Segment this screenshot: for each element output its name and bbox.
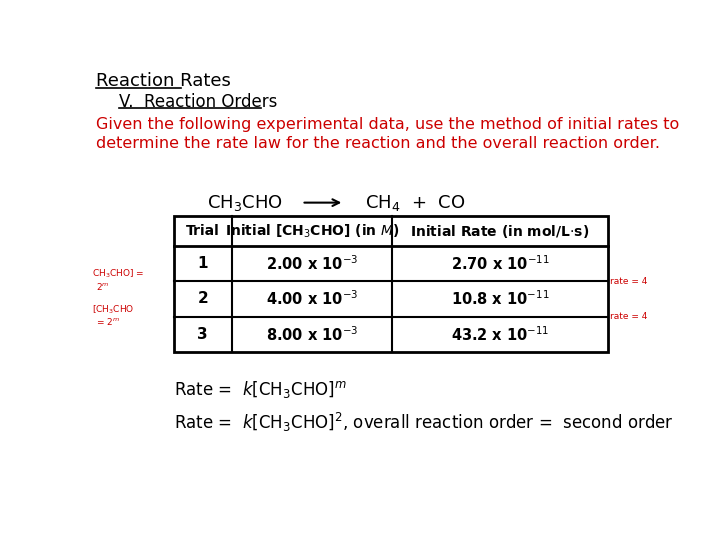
Text: rate = 4: rate = 4 [610, 312, 647, 321]
Text: Rate =  $k$[CH$_3$CHO]$^m$: Rate = $k$[CH$_3$CHO]$^m$ [174, 379, 346, 400]
Text: 2.00 x 10$^{-3}$: 2.00 x 10$^{-3}$ [266, 254, 359, 273]
Text: 2.70 x 10$^{-11}$: 2.70 x 10$^{-11}$ [451, 254, 549, 273]
Text: [CH$_3$CHO: [CH$_3$CHO [91, 303, 134, 316]
Text: 3: 3 [197, 327, 208, 342]
Text: CH$_3$CHO: CH$_3$CHO [207, 193, 283, 213]
Text: 1: 1 [197, 256, 208, 271]
Text: CH$_4$  +  CO: CH$_4$ + CO [365, 193, 466, 213]
Text: Initial Rate (in mol/L$\cdot$s): Initial Rate (in mol/L$\cdot$s) [410, 222, 590, 240]
Text: Trial: Trial [186, 224, 220, 238]
Text: 10.8 x 10$^{-11}$: 10.8 x 10$^{-11}$ [451, 289, 549, 308]
Text: CH$_3$CHO] =: CH$_3$CHO] = [91, 268, 144, 280]
Text: Reaction Rates: Reaction Rates [96, 72, 231, 91]
Text: 2$^m$: 2$^m$ [96, 281, 109, 292]
Text: Rate =  $k$[CH$_3$CHO]$^2$, overall reaction order =  second order: Rate = $k$[CH$_3$CHO]$^2$, overall react… [174, 411, 673, 434]
Text: 2: 2 [197, 292, 208, 306]
Text: Given the following experimental data, use the method of initial rates to: Given the following experimental data, u… [96, 117, 680, 132]
Text: Initial [CH$_3$CHO] (in $\it{M}$): Initial [CH$_3$CHO] (in $\it{M}$) [225, 222, 400, 240]
Text: = 2$^m$: = 2$^m$ [96, 316, 120, 327]
Text: determine the rate law for the reaction and the overall reaction order.: determine the rate law for the reaction … [96, 136, 660, 151]
Text: 4.00 x 10$^{-3}$: 4.00 x 10$^{-3}$ [266, 289, 359, 308]
Text: 8.00 x 10$^{-3}$: 8.00 x 10$^{-3}$ [266, 325, 359, 343]
Text: 43.2 x 10$^{-11}$: 43.2 x 10$^{-11}$ [451, 325, 549, 343]
Text: V.  Reaction Orders: V. Reaction Orders [120, 92, 278, 111]
Bar [174, 217, 608, 352]
Text: rate = 4: rate = 4 [610, 276, 647, 286]
